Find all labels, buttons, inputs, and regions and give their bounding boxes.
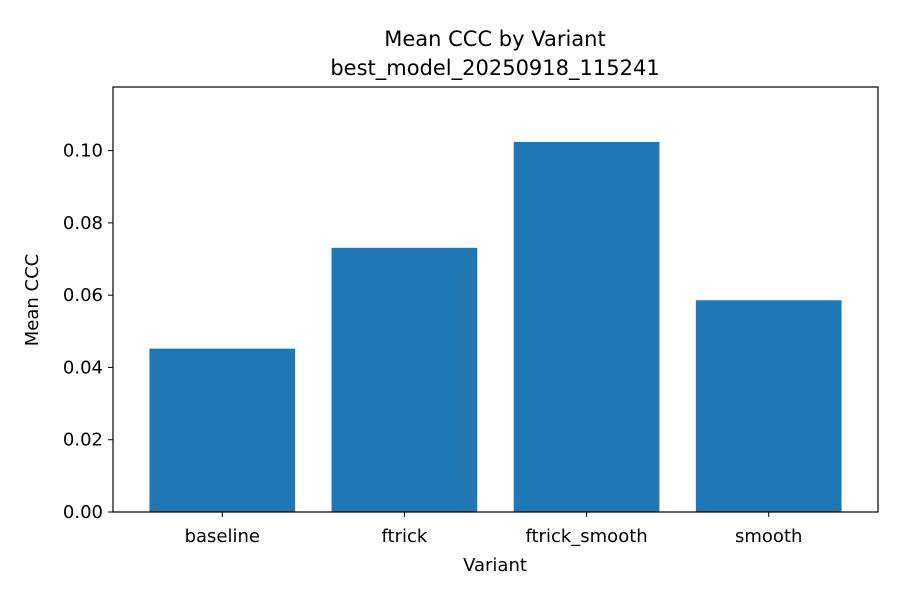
y-tick-label: 0.02 [63,430,103,451]
y-tick-label: 0.06 [63,285,103,306]
chart-subtitle: best_model_20250918_115241 [330,56,659,81]
x-axis-ticks: baseline ftrick ftrick_smooth smooth [185,512,802,547]
y-tick-label: 0.04 [63,357,103,378]
y-tick-label: 0.10 [63,141,103,162]
bars-layer [149,141,842,513]
bar-baseline [149,348,296,512]
bar-ftrick-smooth [513,141,660,512]
y-axis-label: Mean CCC [22,254,43,346]
plot-frame [112,86,879,513]
x-tick-label: ftrick [382,526,428,547]
bar-smooth [695,300,842,512]
bar-ftrick [331,247,478,513]
y-axis-ticks: 0.00 0.02 0.04 0.06 0.08 0.10 [63,141,113,523]
y-tick-label: 0.00 [63,502,103,523]
chart-title: Mean CCC by Variant [384,27,605,51]
y-tick-label: 0.08 [63,213,103,234]
x-tick-label: baseline [185,526,260,547]
x-tick-label: smooth [735,526,802,547]
x-axis-label: Variant [463,555,527,576]
x-tick-label: ftrick_smooth [525,526,647,547]
